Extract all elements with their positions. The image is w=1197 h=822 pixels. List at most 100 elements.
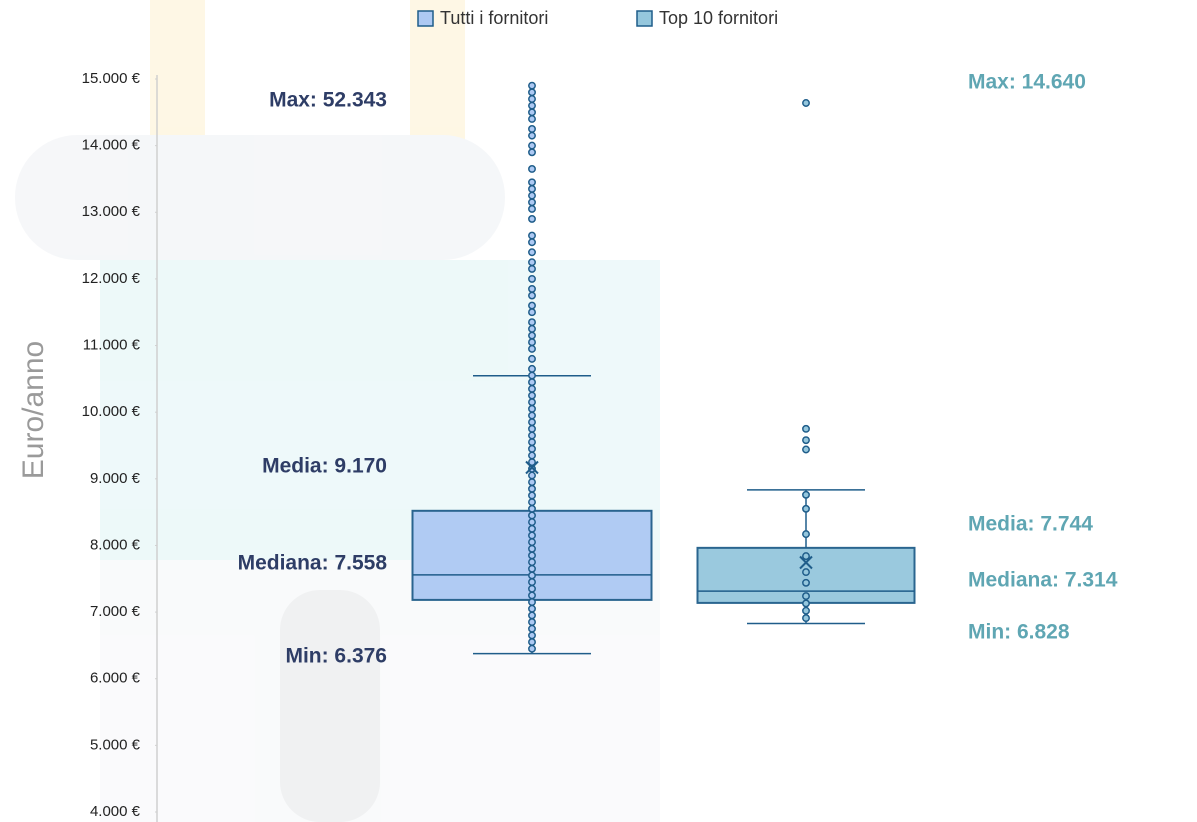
point [528,308,536,317]
point [802,599,810,608]
point [528,444,536,453]
point [528,95,536,103]
point [528,331,536,340]
point [528,384,536,393]
point [528,431,536,440]
point [802,552,810,561]
y-axis-title: Euro/anno [17,341,50,479]
y-tick-label: 11.000 € [83,337,141,354]
point [528,131,536,140]
point [528,484,536,493]
point [528,618,536,627]
point [528,564,536,573]
point [528,264,536,273]
point [528,404,536,413]
point [802,490,810,499]
point [528,238,536,247]
point [528,108,536,117]
point [528,115,536,123]
annotation: Max: 52.343 [269,89,387,112]
y-tick-label: 4.000 € [90,803,141,820]
y-tick-label: 9.000 € [90,470,141,487]
point [528,344,536,353]
point [528,185,536,193]
point [802,504,810,513]
point [528,604,536,613]
point [528,274,536,283]
annotation: Mediana: 7.314 [968,569,1118,592]
point [528,451,536,460]
point [528,125,536,133]
point [528,391,536,400]
point [528,538,536,547]
point [528,371,536,380]
point [528,318,536,327]
point [528,571,536,580]
point [802,445,810,454]
point [528,518,536,527]
point [528,141,536,150]
point [528,558,536,567]
point [528,551,536,560]
point [528,338,536,347]
point [528,324,536,333]
point [528,178,536,187]
y-tick-label: 10.000 € [82,403,141,420]
point [528,248,536,257]
point [528,354,536,363]
point [528,644,536,653]
point [802,568,810,577]
point [528,301,536,310]
point [528,624,536,633]
mean-marker [525,460,539,475]
point [528,88,536,97]
point [528,471,536,480]
point [528,584,536,593]
point [528,611,536,620]
annotation: Media: 9.170 [262,455,387,478]
y-tick-label: 8.000 € [90,536,141,553]
annotation: Min: 6.376 [285,645,387,668]
point [802,592,810,601]
point [528,498,536,507]
point [528,204,536,213]
legend-swatch [417,10,434,27]
point [528,198,536,207]
point [802,606,810,615]
background-plug [15,0,660,822]
mean-marker [799,555,813,570]
y-tick-label: 14.000 € [82,137,141,154]
point [528,411,536,420]
point [528,511,536,520]
point [528,378,536,387]
y-tick-label: 12.000 € [82,270,141,287]
point [528,491,536,500]
annotation: Max: 14.640 [968,71,1086,94]
point [528,398,536,407]
point [528,504,536,513]
point [528,638,536,647]
point [528,165,536,173]
point [528,258,536,267]
point [802,530,810,539]
point [528,438,536,447]
legend-swatch [636,10,653,27]
point [528,284,536,293]
legend-label: Top 10 fornitori [659,8,778,28]
point [528,101,536,110]
point [528,578,536,587]
y-tick-label: 7.000 € [90,603,141,620]
y-tick-label: 5.000 € [90,736,141,753]
annotation: Min: 6.828 [968,621,1070,644]
point [528,424,536,433]
legend-label: Tutti i fornitori [440,8,548,28]
point [528,214,536,223]
point [528,591,536,600]
annotation: Media: 7.744 [968,513,1093,536]
point [802,614,810,623]
y-tick-label: 13.000 € [82,203,141,220]
point [528,364,536,373]
point [528,598,536,607]
y-tick-label: 6.000 € [90,670,141,687]
point [802,99,810,107]
